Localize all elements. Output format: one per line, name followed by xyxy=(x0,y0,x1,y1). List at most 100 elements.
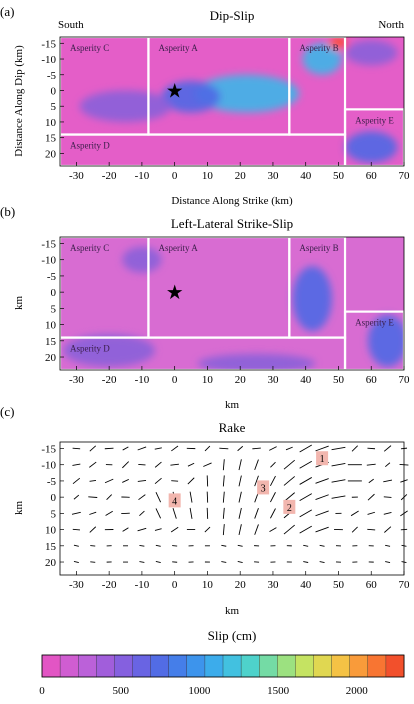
rake-vector xyxy=(299,460,313,469)
colorbar-cell xyxy=(114,654,134,678)
slip-patch xyxy=(302,43,342,75)
rake-vector xyxy=(238,459,242,471)
colorbar-cell xyxy=(331,654,351,678)
rake-vector xyxy=(283,476,295,486)
rake-vector xyxy=(72,463,81,466)
rake-vector xyxy=(315,526,329,533)
colorbar-cell xyxy=(313,654,333,678)
panel-c-markers: 1 3 2 4 xyxy=(168,451,329,514)
rake-vector xyxy=(72,528,81,531)
panel-c-ticks: -30 -20 -10 0 10 20 30 40 50 60 70 -15 -10 -5 0 5 10 15 20 xyxy=(41,443,410,591)
rake-vector xyxy=(90,561,96,563)
x-tick-label: 40 xyxy=(300,374,312,386)
rake-vector xyxy=(385,462,391,468)
x-tick-label: 60 xyxy=(366,374,378,386)
x-tick-label: 50 xyxy=(333,170,345,182)
panel-c-rake-vectors xyxy=(71,444,409,564)
y-tick-label: 20 xyxy=(45,557,57,569)
rake-vector xyxy=(90,545,96,547)
rake-vector xyxy=(315,494,329,500)
x-tick-label: 70 xyxy=(399,579,411,591)
rake-vector xyxy=(331,446,346,451)
rake-vector xyxy=(105,510,113,516)
colorbar-cell xyxy=(132,654,152,678)
marker-label: 1 xyxy=(320,454,325,465)
rake-vector xyxy=(270,475,276,487)
panel-b-ticks: -30 -20 -10 0 10 20 30 40 50 60 70 -15 -10 -5 0 5 10 15 20 xyxy=(41,238,410,386)
rake-vector xyxy=(155,544,161,547)
rake-vector xyxy=(367,511,376,515)
marker-label: 4 xyxy=(172,496,177,507)
x-tick-label: -10 xyxy=(135,170,150,182)
rake-vector xyxy=(139,561,145,563)
slip-patch xyxy=(197,353,316,370)
asperity-label: Asperity C xyxy=(70,243,109,253)
rake-vector xyxy=(299,477,313,485)
colorbar-ticks: 0 500 1000 1500 2000 xyxy=(39,685,368,697)
rake-vector xyxy=(315,478,329,484)
rake-vector xyxy=(155,561,161,564)
panel-a-ylabel: Distance Along Dip (km) xyxy=(13,45,25,157)
marker-label: 3 xyxy=(261,483,266,494)
colorbar-frame xyxy=(41,654,405,678)
panel-a: (a) Dip-Slip South North Distance Along … xyxy=(0,4,410,207)
x-tick-label: -10 xyxy=(135,374,150,386)
rake-vector xyxy=(89,480,97,482)
rake-vector xyxy=(237,561,243,563)
rake-vector xyxy=(204,526,211,533)
rake-vector xyxy=(238,491,242,503)
asperity-label: Asperity B xyxy=(299,243,338,253)
y-tick-label: -15 xyxy=(41,443,56,455)
y-tick-label: -10 xyxy=(41,54,56,66)
y-tick-label: -15 xyxy=(41,238,56,250)
x-tick-label: -30 xyxy=(69,170,84,182)
rake-vector xyxy=(222,507,225,519)
colorbar-tick-label: 1500 xyxy=(267,685,290,697)
rake-vector xyxy=(366,463,376,466)
asperity-label: Asperity D xyxy=(70,344,110,354)
y-tick-label: 0 xyxy=(51,287,57,299)
x-tick-label: 0 xyxy=(172,579,178,591)
panel-b-frame xyxy=(59,236,405,371)
rake-vector xyxy=(189,491,193,503)
rake-vector xyxy=(104,447,114,450)
marker-label: 2 xyxy=(287,503,292,514)
rake-vector xyxy=(189,507,193,519)
rake-vector xyxy=(137,480,147,482)
panel-b-slip-patches xyxy=(63,246,404,370)
colorbar-cell xyxy=(150,654,170,678)
rake-vector xyxy=(154,528,162,531)
slip-patch xyxy=(122,246,162,273)
rake-vector xyxy=(383,479,393,483)
x-tick-label: 20 xyxy=(235,579,247,591)
marker-box xyxy=(316,451,329,466)
slip-patch xyxy=(194,74,300,113)
rake-vector xyxy=(139,510,145,517)
y-tick-label: 10 xyxy=(45,117,57,129)
colorbar: Slip (cm) 0 500 1000 1500 2000 xyxy=(39,628,405,697)
rake-vector xyxy=(269,527,277,532)
rake-vector xyxy=(331,479,346,483)
rake-vector xyxy=(350,510,359,517)
rake-vector xyxy=(139,544,145,547)
asperity-label: Asperity A xyxy=(158,43,198,53)
colorbar-cell xyxy=(96,654,115,678)
rake-vector xyxy=(368,478,374,484)
panel-a-frame xyxy=(59,36,405,167)
rake-vector xyxy=(204,445,211,452)
rake-vector xyxy=(383,445,392,452)
rake-vector xyxy=(384,526,392,533)
slip-patch xyxy=(63,334,156,367)
x-tick-label: 70 xyxy=(399,170,411,182)
y-tick-label: 15 xyxy=(45,541,57,553)
rake-vector xyxy=(299,493,313,502)
panel-b-label: (b) xyxy=(0,204,15,219)
colorbar-cell xyxy=(295,654,314,678)
rake-vector xyxy=(283,524,295,535)
rake-vector xyxy=(238,475,242,487)
asperity-label: Asperity B xyxy=(299,43,338,53)
rake-vector xyxy=(73,544,79,547)
x-tick-label: 10 xyxy=(202,579,214,591)
asperity-label: Asperity C xyxy=(70,43,109,53)
